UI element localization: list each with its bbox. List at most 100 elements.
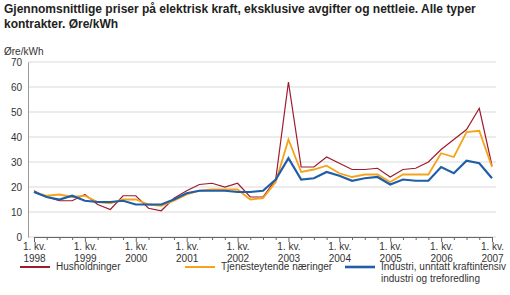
x-tick-mark <box>479 237 480 240</box>
y-tick-label: 10 <box>11 207 23 218</box>
x-tick-mark <box>225 237 226 240</box>
x-tick <box>123 237 124 240</box>
legend-swatch <box>185 266 215 268</box>
x-tick-mark <box>59 237 60 240</box>
series-line <box>34 158 492 204</box>
x-tick-mark <box>428 237 429 240</box>
x-tick <box>276 237 277 240</box>
y-tick-label: 60 <box>11 82 23 93</box>
x-tick-mark <box>314 237 315 240</box>
x-tick <box>161 237 162 240</box>
x-tick-mark <box>212 237 213 240</box>
x-tick <box>352 237 353 240</box>
x-tick-mark <box>352 237 353 240</box>
x-tick-mark <box>161 237 162 240</box>
x-axis-line <box>35 238 493 241</box>
x-tick-mark <box>98 237 99 240</box>
x-tick: 1. kv.2004 <box>328 237 351 264</box>
x-tick <box>327 237 328 240</box>
x-axis: 1. kv.19981. kv.19991. kv.20001. kv.2001… <box>23 237 504 264</box>
x-tick-mark <box>149 237 150 240</box>
grid <box>28 62 496 237</box>
x-tick-mark <box>123 237 124 240</box>
x-tick-mark <box>72 237 73 240</box>
x-tick <box>378 237 379 240</box>
x-tick-mark <box>327 237 328 240</box>
x-tick: 1. kv.2003 <box>277 237 300 264</box>
chart: Gjennomsnittlige priser på elektrisk kra… <box>0 0 510 295</box>
y-tick-label: 70 <box>11 57 23 68</box>
y-tick: 30 <box>11 157 28 168</box>
grid-line <box>28 137 496 138</box>
x-tick-label: 1. kv.2001 <box>176 241 199 264</box>
grid-line <box>28 62 496 63</box>
grid-line <box>28 87 496 88</box>
legend-swatch <box>345 266 375 269</box>
x-tick <box>72 237 73 240</box>
x-tick: 1. kv.2000 <box>125 237 148 264</box>
x-tick <box>428 237 429 240</box>
legend-label: Tjenesteytende næringer <box>221 261 333 272</box>
x-tick-label: 1. kv.2000 <box>125 241 148 264</box>
legend-label: Industri, unntatt kraftintensivindustri … <box>381 261 506 284</box>
x-tick <box>149 237 150 240</box>
x-tick: 1. kv.1998 <box>23 237 46 264</box>
x-tick <box>403 237 404 240</box>
y-tick-label: 0 <box>16 232 22 243</box>
x-tick <box>314 237 315 240</box>
x-tick <box>250 237 251 240</box>
x-tick <box>47 237 48 240</box>
series-line <box>34 131 492 206</box>
grid-line <box>28 212 496 213</box>
x-tick <box>416 237 417 240</box>
x-tick-label: 1. kv.1998 <box>23 241 46 264</box>
y-tick: 50 <box>11 107 28 118</box>
x-tick <box>479 237 480 240</box>
title: Gjennomsnittlige priser på elektrisk kra… <box>4 2 476 31</box>
grid-line <box>28 112 496 113</box>
y-tick: 60 <box>11 82 28 93</box>
y-axis-line <box>28 63 29 238</box>
y-tick-label: 20 <box>11 182 23 193</box>
x-tick-mark <box>47 237 48 240</box>
x-tick-mark <box>365 237 366 240</box>
legend-item: Husholdninger <box>20 261 121 272</box>
x-tick-mark <box>250 237 251 240</box>
x-tick <box>365 237 366 240</box>
x-tick: 1. kv.2005 <box>379 237 402 264</box>
x-tick <box>59 237 60 240</box>
x-tick-mark <box>416 237 417 240</box>
x-tick-mark <box>467 237 468 240</box>
x-tick-mark <box>263 237 264 240</box>
legend: Husholdninger Tjenesteytende næringer Indu… <box>20 261 506 284</box>
legend-item: Industri, unntatt kraftintensivindustri … <box>345 261 506 284</box>
x-tick-mark <box>403 237 404 240</box>
x-tick <box>174 237 175 240</box>
grid-line <box>28 187 496 188</box>
x-tick-mark <box>110 237 111 240</box>
y-tick-label: 40 <box>11 132 23 143</box>
x-tick: 1. kv.2001 <box>176 237 199 264</box>
x-tick-mark <box>301 237 302 240</box>
y-tick: 10 <box>11 207 28 218</box>
y-tick-label: 50 <box>11 107 23 118</box>
x-tick-mark <box>454 237 455 240</box>
legend-label: Husholdninger <box>56 261 121 272</box>
x-tick <box>467 237 468 240</box>
x-tick-mark <box>378 237 379 240</box>
y-axis: 0 10 20 30 40 50 60 70 <box>11 57 29 243</box>
x-tick: 1. kv.2007 <box>481 237 504 264</box>
x-tick <box>199 237 200 240</box>
lines <box>34 82 492 211</box>
x-tick <box>98 237 99 240</box>
x-tick <box>454 237 455 240</box>
x-tick <box>212 237 213 240</box>
y-tick: 40 <box>11 132 28 143</box>
grid-line <box>28 162 496 163</box>
y-axis-title: Øre/kWh <box>4 46 43 57</box>
y-tick: 70 <box>11 57 28 68</box>
x-tick <box>301 237 302 240</box>
x-tick-mark <box>276 237 277 240</box>
legend-swatch <box>20 266 50 268</box>
series-line <box>34 82 492 211</box>
